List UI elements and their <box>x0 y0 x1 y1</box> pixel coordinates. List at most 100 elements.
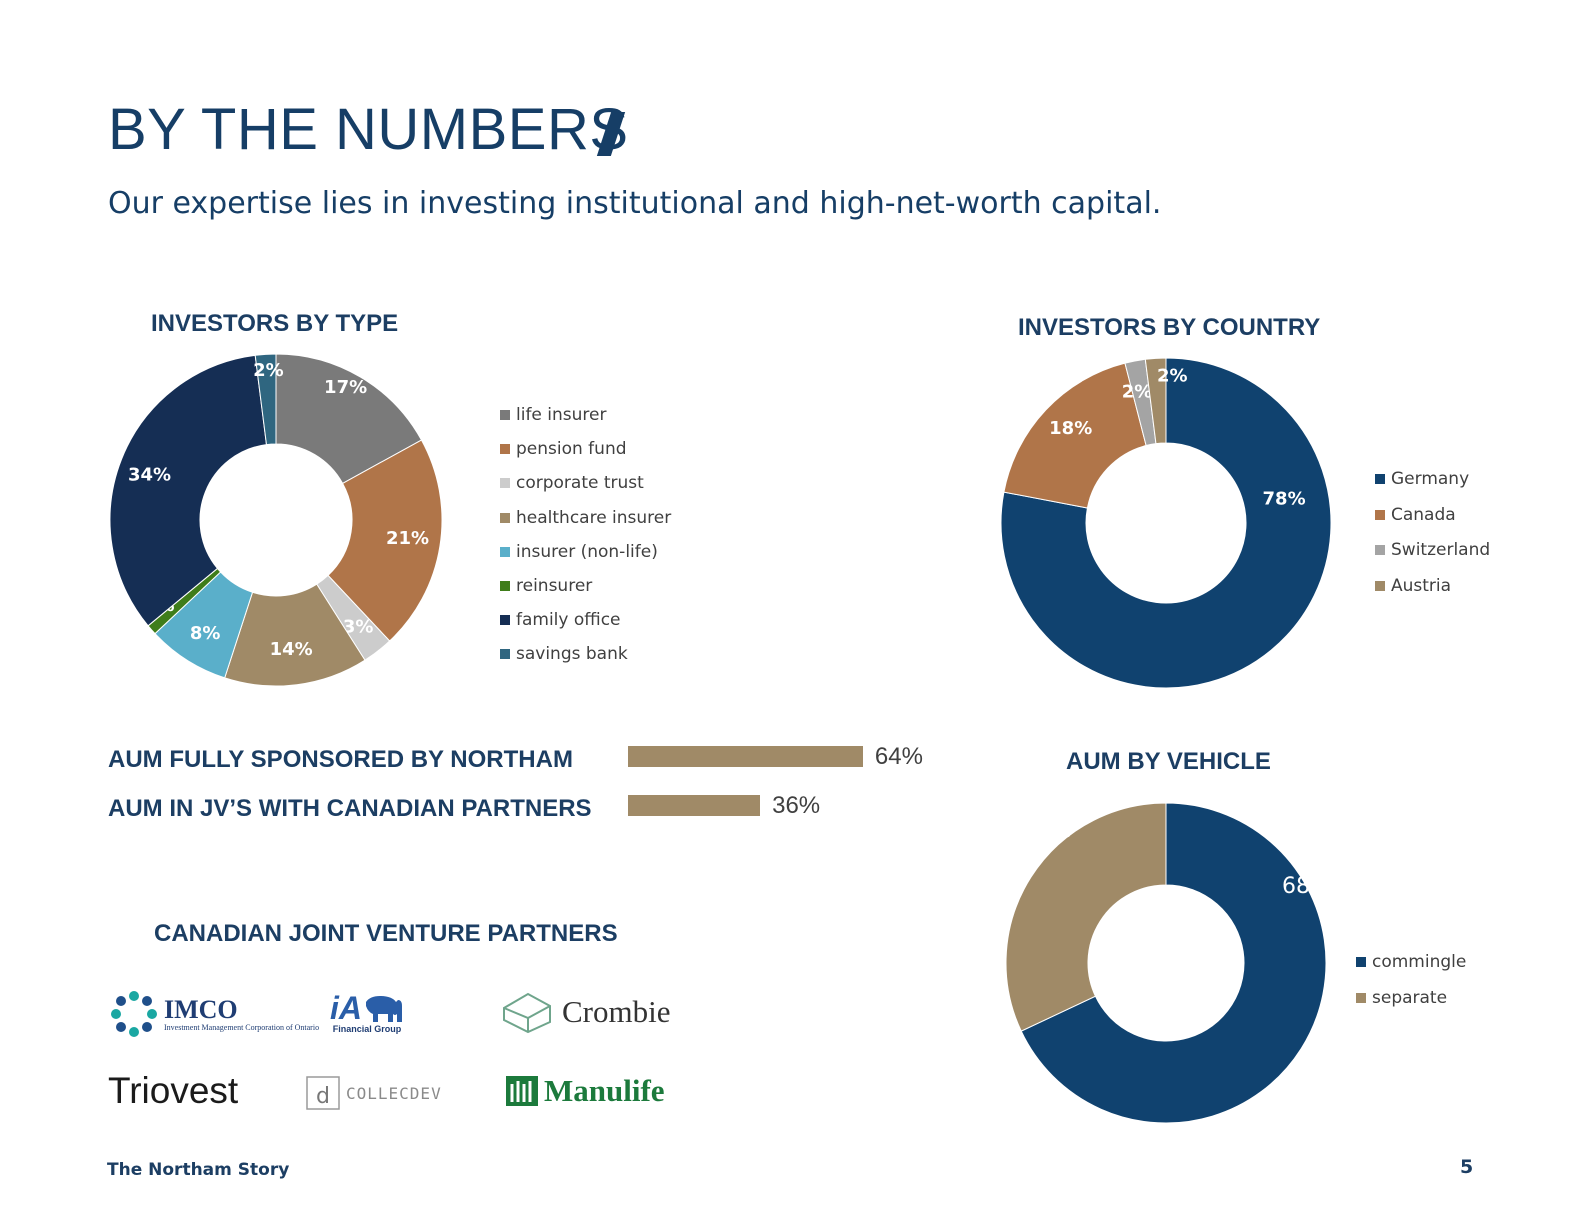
slice-savings-bank <box>254 353 277 446</box>
legend-swatch <box>500 649 510 660</box>
page-title: BY THE NUMBERS <box>108 97 629 162</box>
legend-swatch <box>500 581 510 592</box>
svg-text:d: d <box>316 1084 330 1109</box>
legend-swatch <box>500 410 510 421</box>
aum-bar <box>628 795 761 816</box>
data-label-life-insurer: 17% <box>324 377 367 398</box>
triovest-logo: Triovest <box>108 1070 239 1111</box>
aum-category-label: AUM IN JV’S WITH CANADIAN PARTNERS <box>108 795 592 822</box>
ia-logo: iA Financial Group <box>330 992 404 1034</box>
legend-swatch <box>1356 992 1366 1003</box>
imco-subtext: Investment Management Corporation of Ont… <box>164 1022 320 1032</box>
data-label-switzerland: 2% <box>1122 382 1153 403</box>
data-label-healthcare-insurer: 14% <box>270 639 313 660</box>
legend-item-insurer-non-life: insurer (non-life) <box>500 535 671 569</box>
data-label-family-office: 34% <box>128 464 171 485</box>
crombie-name: Crombie <box>562 994 671 1029</box>
aum-value-label: 36% <box>772 792 821 819</box>
legend-swatch <box>1375 545 1385 556</box>
legend-swatch <box>1375 580 1385 591</box>
manulife-mark-icon <box>506 1076 538 1106</box>
legend-swatch <box>500 478 510 489</box>
imco-logo: IMCO Investment Management Corporation o… <box>110 990 320 1038</box>
data-label-separate: 32% <box>1023 818 1072 843</box>
legend-item-pension-fund: pension fund <box>500 432 671 466</box>
legend-item-separate: separate <box>1356 980 1466 1016</box>
legend-item-germany: Germany <box>1375 461 1490 497</box>
manulife-logo: Manulife <box>506 1073 665 1109</box>
data-label-austria: 2% <box>1157 366 1188 387</box>
data-label-germany: 78% <box>1263 488 1306 509</box>
ia-name: iA <box>330 990 362 1026</box>
slice-canada <box>1003 362 1147 509</box>
legend-swatch <box>500 444 510 455</box>
legend-item-family-office: family office <box>500 603 671 637</box>
data-label-corporate-trust: 3% <box>343 617 374 638</box>
slice-germany <box>1000 357 1332 689</box>
collecdev-mark-icon: d <box>306 1076 340 1110</box>
footer-text: The Northam Story <box>107 1160 290 1180</box>
slice-separate <box>1005 802 1167 1032</box>
legend-label: pension fund <box>516 439 627 460</box>
partners-title: CANADIAN JOINT VENTURE PARTNERS <box>154 920 618 947</box>
legend-item-commingle: commingle <box>1356 944 1466 980</box>
data-label-savings-bank: 2% <box>253 360 284 381</box>
legend-label: Austria <box>1391 575 1452 596</box>
imco-name: IMCO <box>164 994 238 1024</box>
legend-swatch <box>1356 956 1366 967</box>
legend-swatch <box>1375 473 1385 484</box>
aum-by-vehicle-chart: 68% 32% <box>1005 802 1331 1124</box>
aum-category-label: AUM FULLY SPONSORED BY NORTHAM <box>108 746 573 773</box>
aum-by-vehicle-legend: commingle separate <box>1356 944 1466 1015</box>
legend-label: healthcare insurer <box>516 507 672 528</box>
legend-label: separate <box>1372 987 1448 1008</box>
data-label-commingle: 68% <box>1282 874 1331 899</box>
aum-value-label: 64% <box>874 743 923 770</box>
crombie-logo: Crombie <box>500 990 671 1034</box>
legend-label: Canada <box>1391 504 1456 525</box>
legend-swatch <box>1375 509 1385 520</box>
slice-pension-fund <box>327 439 443 642</box>
aum-bar <box>628 746 863 767</box>
data-label-insurer-non-life: 8% <box>190 623 221 644</box>
legend-label: Germany <box>1391 468 1470 489</box>
collecdev-logo: d COLLECDEV <box>306 1076 442 1110</box>
legend-label: corporate trust <box>516 473 644 494</box>
chart-title-investors-by-country: INVESTORS BY COUNTRY <box>1018 314 1321 341</box>
page-subtitle: Our expertise lies in investing institut… <box>108 186 1162 221</box>
elephant-icon <box>366 996 402 1022</box>
slice-austria <box>1144 357 1167 445</box>
imco-mark-icon <box>111 991 157 1037</box>
crombie-house-icon <box>503 992 551 1034</box>
slice-family-office <box>109 354 268 627</box>
legend-label: commingle <box>1372 951 1467 972</box>
investors-by-type-legend: life insurer pension fund corporate trust h… <box>500 398 671 672</box>
legend-label: life insurer <box>516 405 607 426</box>
legend-item-austria: Austria <box>1375 568 1490 604</box>
legend-item-corporate-trust: corporate trust <box>500 466 671 500</box>
ia-subtext: Financial Group <box>332 1024 402 1034</box>
manulife-name: Manulife <box>544 1073 665 1108</box>
legend-item-life-insurer: life insurer <box>500 398 671 432</box>
legend-swatch <box>500 546 510 557</box>
legend-item-canada: Canada <box>1375 497 1490 533</box>
investors-by-country-chart: 78% 18% 2%2% <box>1000 357 1332 689</box>
legend-item-reinsurer: reinsurer <box>500 569 671 603</box>
legend-label: family office <box>516 610 621 631</box>
legend-item-switzerland: Switzerland <box>1375 532 1490 568</box>
chart-title-investors-by-type: INVESTORS BY TYPE <box>151 310 399 337</box>
page-number: 5 <box>1460 1156 1474 1178</box>
collecdev-name: COLLECDEV <box>346 1083 442 1103</box>
legend-item-healthcare-insurer: healthcare insurer <box>500 501 671 535</box>
legend-label: Switzerland <box>1391 540 1491 561</box>
investors-by-type-chart: 17%21%3%14%8%1%34%2% <box>109 353 443 687</box>
legend-label: insurer (non-life) <box>516 541 658 562</box>
slice-commingle <box>1020 802 1327 1124</box>
investors-by-country-legend: Germany Canada Switzerland Austria <box>1375 461 1490 604</box>
data-label-pension-fund: 21% <box>386 528 429 549</box>
slice-life-insurer <box>275 353 423 485</box>
legend-swatch <box>500 512 510 523</box>
chart-title-aum-by-vehicle: AUM BY VEHICLE <box>1066 748 1271 775</box>
legend-label: reinsurer <box>516 576 593 597</box>
legend-item-savings-bank: savings bank <box>500 637 671 671</box>
